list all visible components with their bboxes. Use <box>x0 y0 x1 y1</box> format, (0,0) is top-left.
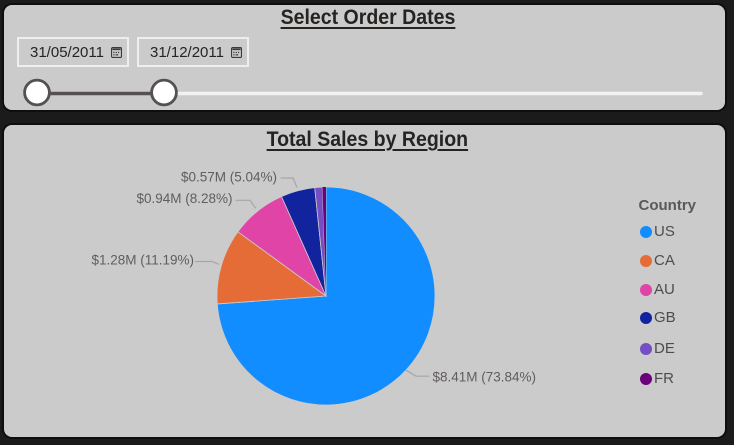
svg-text:$0.57M (5.04%): $0.57M (5.04%) <box>181 170 277 185</box>
svg-text:$0.94M (8.28%): $0.94M (8.28%) <box>136 191 232 206</box>
svg-text:$1.28M (11.19%): $1.28M (11.19%) <box>91 253 194 268</box>
svg-text:$8.41M (73.84%): $8.41M (73.84%) <box>433 370 537 385</box>
